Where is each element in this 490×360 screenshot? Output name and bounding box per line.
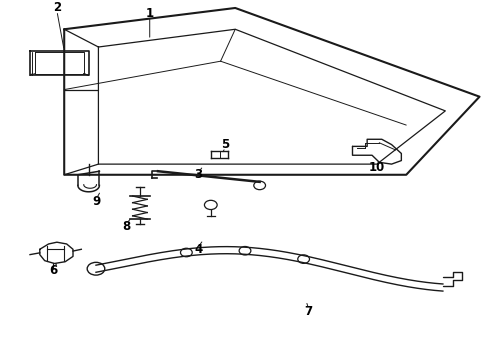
- Text: 1: 1: [146, 7, 154, 20]
- Text: 5: 5: [221, 138, 230, 151]
- Text: 8: 8: [122, 220, 131, 233]
- Text: 4: 4: [195, 243, 203, 256]
- Text: 2: 2: [53, 1, 61, 14]
- Text: 3: 3: [195, 168, 203, 181]
- Text: 7: 7: [304, 305, 313, 318]
- Text: 6: 6: [49, 264, 58, 277]
- Text: 10: 10: [369, 161, 385, 174]
- Text: 9: 9: [92, 195, 100, 208]
